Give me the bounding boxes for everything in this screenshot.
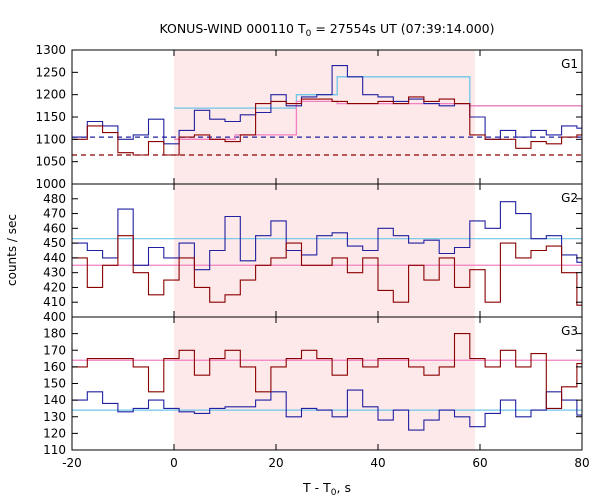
- y-tick-label: 480: [43, 192, 66, 206]
- chart-title-subscript: 0: [306, 29, 312, 39]
- y-tick-label: 1050: [35, 155, 66, 169]
- y-tick-label: 1000: [35, 177, 66, 191]
- panel-series-group: [72, 65, 582, 156]
- x-tick-label: 0: [170, 456, 178, 470]
- x-axis-label: T - T0, s: [302, 480, 351, 498]
- panel-g3: 110 120 130 140 150 160 170 180 -20 0 20 40 60 80 G3: [43, 316, 590, 470]
- y-tick-label: 460: [43, 221, 66, 235]
- x-axis-label-subscript: 0: [331, 488, 337, 498]
- y-tick-label: 410: [43, 295, 66, 309]
- x-tick-label: 20: [268, 456, 283, 470]
- x-axis-label-main: T - T: [302, 480, 331, 495]
- y-tick-label: 160: [43, 360, 66, 374]
- y-tick-label: 430: [43, 266, 66, 280]
- panel-label-g1: G1: [561, 57, 578, 71]
- plot-area: 1000105011001150120012501300G14004104204…: [35, 43, 589, 470]
- lightcurve-blue-g3: [72, 389, 582, 431]
- y-tick-label: 1200: [35, 88, 66, 102]
- y-tick-label: 150: [43, 377, 66, 391]
- y-tick-label: 130: [43, 410, 66, 424]
- y-tick-label: 440: [43, 251, 66, 265]
- lightcurve-red-g3: [72, 333, 582, 409]
- panel-series-group: [72, 333, 582, 431]
- burst-interval-shade: [174, 50, 475, 184]
- chart-title-rest: = 27554s UT (07:39:14.000): [311, 21, 494, 36]
- panel-series-group: [72, 201, 582, 306]
- y-tick-label: 1150: [35, 110, 66, 124]
- y-tick-label: 450: [43, 236, 66, 250]
- y-tick-label: 400: [43, 310, 66, 324]
- x-axis-label-rest: , s: [337, 480, 351, 495]
- y-tick-label: 110: [43, 443, 66, 457]
- y-tick-label: 420: [43, 280, 66, 294]
- panel-g1: 1000 1050 1100 1150 1200 1250 1300 G1: [35, 43, 583, 191]
- x-tick-label: 60: [472, 456, 487, 470]
- y-tick-label: 180: [43, 327, 66, 341]
- y-tick-label: 170: [43, 343, 66, 357]
- panel-label-g2: G2: [561, 191, 578, 205]
- y-axis-label: counts / sec: [5, 214, 19, 286]
- lightcurve-red-g1: [72, 96, 582, 156]
- x-tick-label: 40: [370, 456, 385, 470]
- y-tick-label: 1100: [35, 132, 66, 146]
- y-tick-label: 1250: [35, 65, 66, 79]
- lightcurve-red-g2: [72, 235, 582, 306]
- y-tick-label: 470: [43, 207, 66, 221]
- lightcurve-blue-g1: [72, 65, 582, 145]
- chart-title-main: KONUS-WIND 000110 T: [159, 21, 305, 36]
- y-tick-label: 140: [43, 393, 66, 407]
- y-tick-label: 1300: [35, 43, 66, 57]
- chart-title: KONUS-WIND 000110 T0 = 27554s UT (07:39:…: [159, 21, 494, 39]
- lightcurve-blue-g2: [72, 201, 582, 271]
- x-tick-label: 80: [574, 456, 589, 470]
- y-tick-label: 120: [43, 426, 66, 440]
- x-tick-label: -20: [62, 456, 82, 470]
- burst-interval-shade: [174, 317, 475, 450]
- panel-label-g3: G3: [561, 324, 578, 338]
